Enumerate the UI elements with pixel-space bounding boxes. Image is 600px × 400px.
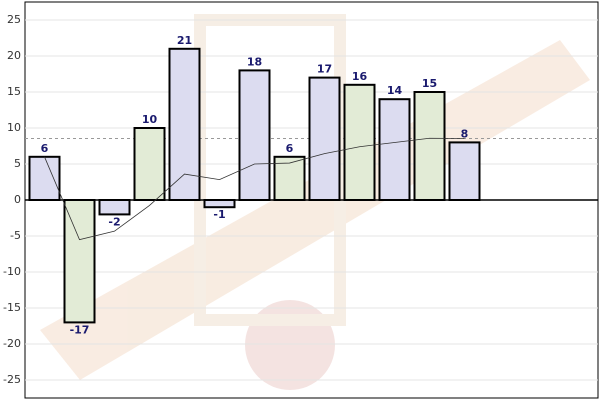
bar (168, 47, 201, 201)
y-tick-label: -5 (10, 229, 21, 242)
bar (133, 127, 166, 201)
value-label: 10 (142, 113, 158, 126)
bar (98, 199, 131, 216)
y-tick-label: 0 (14, 193, 21, 206)
y-tick-label: -25 (3, 373, 21, 386)
value-label: 6 (41, 142, 49, 155)
bar (343, 83, 376, 201)
value-label: 16 (352, 70, 368, 83)
y-tick-label: 15 (7, 85, 21, 98)
y-tick-label: 5 (14, 157, 21, 170)
bar (63, 199, 96, 324)
value-label: 18 (247, 55, 262, 68)
bar (203, 199, 236, 209)
value-label: 14 (387, 84, 403, 97)
value-label: -1 (213, 208, 225, 221)
value-label: 15 (422, 77, 437, 90)
bar (378, 98, 411, 201)
bar (28, 155, 61, 202)
value-label: 8 (461, 127, 469, 140)
bar (238, 69, 271, 202)
trend-line (44, 137, 465, 241)
y-tick-label: -20 (3, 337, 21, 350)
y-tick-label: -10 (3, 265, 21, 278)
value-label: -2 (108, 215, 120, 228)
y-tick-label: 20 (7, 49, 21, 62)
y-tick-label: 10 (7, 121, 21, 134)
value-label: -17 (70, 323, 90, 336)
bar (273, 155, 306, 202)
y-tick-label: 25 (7, 13, 21, 26)
value-label: 17 (317, 63, 332, 76)
y-tick-label: -15 (3, 301, 21, 314)
value-label: 6 (286, 142, 294, 155)
bar (448, 141, 481, 201)
bar (308, 76, 341, 201)
value-label: 21 (177, 34, 192, 47)
bar (413, 91, 446, 201)
